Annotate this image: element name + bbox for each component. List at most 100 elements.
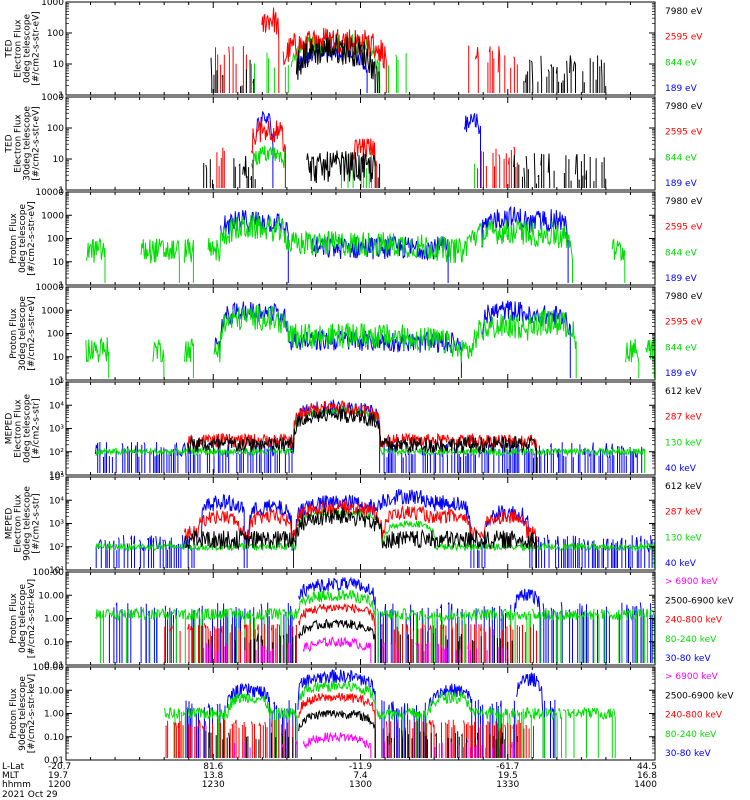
y-tick-label: 10³ bbox=[49, 520, 64, 530]
y-axis-label-line: 0deg telescope bbox=[18, 204, 28, 274]
series-trace-red bbox=[165, 692, 534, 758]
y-tick-label: 1000 bbox=[41, 93, 64, 103]
x-tick-label-mlt: 19.7 bbox=[48, 771, 68, 781]
y-tick-label: 1000 bbox=[41, 211, 64, 221]
legend-entry: > 6900 keV bbox=[665, 577, 719, 587]
legend-entry: 2500-6900 keV bbox=[665, 691, 734, 701]
y-axis-label-line: Electron Flux bbox=[14, 19, 24, 78]
legend-entry: 612 keV bbox=[665, 387, 702, 397]
x-tick-label-hhmm: 1230 bbox=[202, 780, 225, 790]
y-axis-label-line: Electron Flux bbox=[14, 494, 24, 553]
series-trace-black bbox=[187, 406, 537, 473]
y-tick-label: 1000 bbox=[41, 306, 64, 316]
y-tick-label: 0.10 bbox=[44, 733, 64, 743]
y-axis-label-line: 0deg telescope bbox=[23, 394, 33, 464]
panel-frame bbox=[65, 476, 656, 571]
panel-1: 1 10 100 1000 TED Electron Flux 0deg telescope… bbox=[5, 0, 704, 101]
y-tick-label: 100.00 bbox=[33, 568, 65, 578]
x-tick-label-hhmm: 1300 bbox=[349, 780, 372, 790]
y-tick-label: 10 bbox=[53, 258, 65, 268]
x-tick-label-lat: -61.7 bbox=[496, 762, 519, 772]
legend-entry: 2595 eV bbox=[665, 318, 703, 328]
legend-entry: 30-80 keV bbox=[665, 654, 711, 664]
legend-entry: 7980 eV bbox=[665, 197, 703, 207]
y-axis-label-line: Proton Flux bbox=[9, 213, 19, 264]
y-tick-label: 1 bbox=[58, 186, 64, 196]
y-tick-label: 1.00 bbox=[44, 710, 64, 720]
panel-5: 10¹ 10² 10³ 10⁴ 10⁵ MEPED Electron Flux 0deg te… bbox=[5, 378, 703, 481]
y-axis-label-line: [#/cm2-s-str] bbox=[32, 493, 42, 553]
legend-entry: 240-800 keV bbox=[665, 711, 723, 721]
y-axis-label: TED Electron Flux 0deg telescope [#/cm2-s-s… bbox=[5, 11, 42, 86]
y-tick-label: 100 bbox=[47, 235, 64, 245]
legend-entry: 80-240 keV bbox=[665, 730, 717, 740]
y-axis-label: Proton Flux 90deg telescope [#/cm2-s-str-k… bbox=[9, 674, 37, 753]
y-axis-label-line: Proton Flux bbox=[9, 688, 19, 739]
x-tick-label-hhmm: 1200 bbox=[48, 780, 71, 790]
y-tick-label: 10 bbox=[53, 60, 65, 70]
x-tick-label-mlt: 13.8 bbox=[203, 771, 223, 781]
panel-8-traces bbox=[164, 669, 616, 758]
y-tick-label: 1 bbox=[58, 376, 64, 386]
legend-entry: 7980 eV bbox=[665, 292, 703, 302]
y-tick-label: 10.00 bbox=[38, 686, 64, 696]
series-trace-red bbox=[215, 7, 518, 93]
legend-entry: 189 eV bbox=[665, 179, 698, 189]
y-tick-label: 10 bbox=[53, 353, 65, 363]
y-axis-label-line: [#/cm2-s-str-keV] bbox=[27, 674, 37, 753]
y-tick-label: 1 bbox=[58, 281, 64, 291]
panel-2-traces bbox=[203, 111, 607, 188]
footer-row-label-lat: L-Lat bbox=[2, 762, 25, 772]
legend-entry: 2595 eV bbox=[665, 128, 703, 138]
y-axis-label: Proton Flux 30deg telescope [#/cm2-s-str-e… bbox=[9, 296, 37, 371]
y-axis-label-line: 90deg telescope bbox=[23, 486, 33, 561]
series-trace-black bbox=[205, 709, 518, 758]
y-tick-label: 10000 bbox=[35, 283, 64, 293]
legend-entry: 130 keV bbox=[665, 533, 702, 543]
x-tick-label-mlt: 19.5 bbox=[498, 771, 518, 781]
series-trace-red bbox=[216, 118, 518, 188]
panel-4-traces bbox=[85, 300, 655, 378]
series-trace-green bbox=[85, 214, 626, 283]
legend-entry: 844 eV bbox=[665, 58, 698, 68]
legend-entry: 130 keV bbox=[665, 438, 702, 448]
series-trace-black bbox=[203, 150, 607, 188]
footer-date: 2021 Oct 29 bbox=[2, 790, 58, 800]
panel-4: 1 10 100 1000 10000 Proton Flux 30deg telescop… bbox=[9, 283, 703, 386]
series-trace-green bbox=[164, 680, 616, 758]
y-axis-label: Proton Flux 0deg telescope [#/cm2-s-str-ke… bbox=[9, 579, 37, 658]
legend-entry: 844 eV bbox=[665, 248, 698, 258]
y-axis-label-line: MEPED bbox=[5, 508, 15, 540]
y-tick-label: 0.01 bbox=[44, 661, 64, 671]
y-tick-label: 10² bbox=[49, 543, 64, 553]
x-tick-label-lat: 44.5 bbox=[637, 762, 657, 772]
legend-entry: 2595 eV bbox=[665, 33, 703, 43]
y-axis-label-line: TED bbox=[5, 39, 15, 58]
y-axis-label-line: [#/cm2-s-str-eV] bbox=[32, 11, 42, 86]
panel-6: 10¹ 10² 10³ 10⁴ 10⁵ MEPED Electron Flux 90deg t… bbox=[5, 473, 703, 576]
panel-7-traces bbox=[95, 576, 655, 663]
series-trace-blue bbox=[95, 399, 643, 473]
y-axis-label-line: [#/cm2-s-str-eV] bbox=[32, 106, 42, 181]
series-trace-magenta bbox=[209, 731, 518, 758]
panel-1-traces bbox=[210, 7, 607, 93]
series-trace-red bbox=[187, 400, 537, 473]
panel-5-traces bbox=[95, 399, 646, 473]
y-axis-label-line: Electron Flux bbox=[14, 114, 24, 173]
y-axis-label-line: Proton Flux bbox=[9, 593, 19, 644]
y-axis-label-line: [#/cm2-s-str-eV] bbox=[27, 201, 37, 276]
x-tick-label-lat: -20.7 bbox=[48, 762, 71, 772]
legend-entry: 844 eV bbox=[665, 153, 698, 163]
legend-entry: 287 keV bbox=[665, 413, 702, 423]
y-tick-label: 10 bbox=[53, 155, 65, 165]
y-tick-label: 1000 bbox=[41, 0, 64, 8]
series-trace-black bbox=[210, 34, 607, 93]
y-tick-label: 100 bbox=[47, 124, 64, 134]
y-tick-label: 100.00 bbox=[33, 663, 65, 673]
legend-entry: 2595 eV bbox=[665, 223, 703, 233]
legend-entry: 189 eV bbox=[665, 84, 698, 94]
panel-2: 1 10 100 1000 TED Electron Flux 30deg telescop… bbox=[5, 93, 704, 196]
